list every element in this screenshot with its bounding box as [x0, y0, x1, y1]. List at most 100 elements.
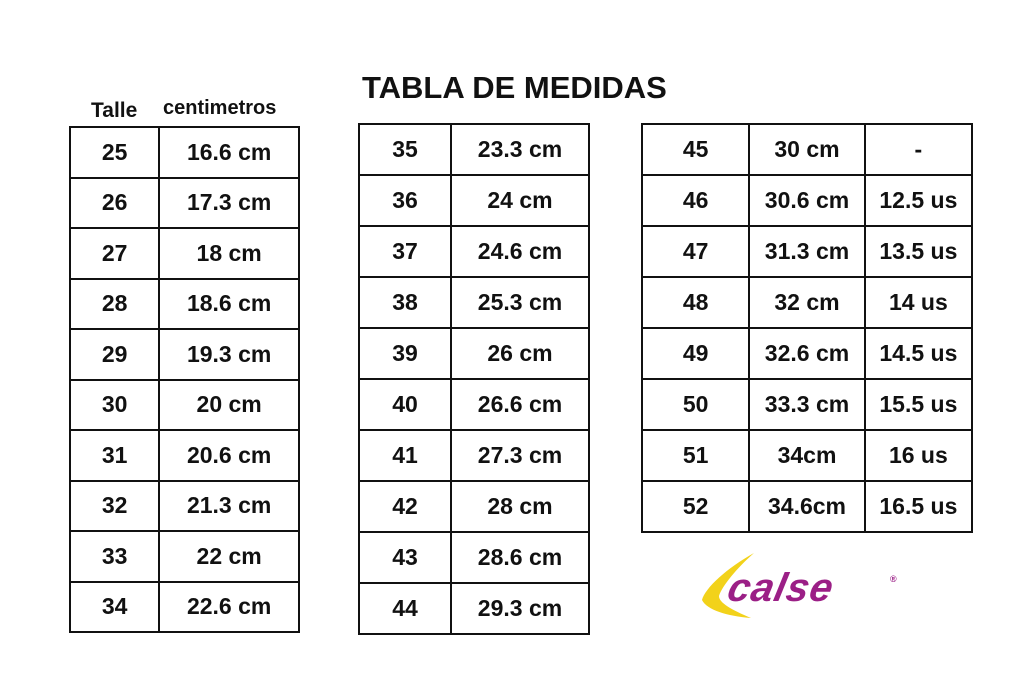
header-centimetros: centimetros: [163, 97, 277, 119]
size-cell: 34: [68, 580, 161, 633]
size-cell: 32: [68, 479, 161, 532]
page-title: TABLA DE MEDIDAS: [362, 70, 667, 105]
us-cell: 16.5 us: [863, 480, 974, 533]
size-cell: 37: [358, 225, 452, 278]
size-cell: 35: [358, 123, 452, 176]
cm-cell: 30.6 cm: [748, 174, 866, 227]
table-row: 42 28 cm: [358, 480, 590, 533]
size-cell: 40: [358, 378, 452, 431]
table-row: 51 34cm 16 us: [640, 429, 974, 482]
cm-cell: 19.3 cm: [158, 328, 300, 381]
table-row: 52 34.6cm 16.5 us: [640, 480, 974, 533]
table-row: 33 22 cm: [68, 530, 300, 583]
cm-cell: 26 cm: [450, 327, 590, 380]
cm-cell: 20.6 cm: [158, 429, 300, 482]
table-row: 28 18.6 cm: [68, 277, 300, 330]
table-row: 39 26 cm: [358, 327, 590, 380]
table-row: 48 32 cm 14 us: [640, 276, 974, 329]
size-cell: 41: [358, 429, 452, 482]
cm-cell: 21.3 cm: [158, 479, 300, 532]
table-row: 41 27.3 cm: [358, 429, 590, 482]
table-row: 40 26.6 cm: [358, 378, 590, 431]
us-cell: 15.5 us: [863, 378, 974, 431]
size-cell: 48: [640, 276, 751, 329]
table-row: 45 30 cm -: [640, 123, 974, 176]
size-cell: 28: [68, 277, 161, 330]
size-cell: 36: [358, 174, 452, 227]
header-talle: Talle: [91, 99, 138, 122]
cm-cell: 22 cm: [158, 530, 300, 583]
cm-cell: 30 cm: [748, 123, 866, 176]
cm-cell: 31.3 cm: [748, 225, 866, 278]
table-row: 34 22.6 cm: [68, 580, 300, 633]
cm-cell: 32.6 cm: [748, 327, 866, 380]
size-cell: 39: [358, 327, 452, 380]
calse-logo: calse ®: [697, 548, 907, 623]
cm-cell: 20 cm: [158, 378, 300, 431]
table-row: 38 25.3 cm: [358, 276, 590, 329]
table-row: 32 21.3 cm: [68, 479, 300, 532]
size-cell: 49: [640, 327, 751, 380]
cm-cell: 24 cm: [450, 174, 590, 227]
cm-cell: 25.3 cm: [450, 276, 590, 329]
size-cell: 29: [68, 328, 161, 381]
size-cell: 47: [640, 225, 751, 278]
table-row: 50 33.3 cm 15.5 us: [640, 378, 974, 431]
table-row: 37 24.6 cm: [358, 225, 590, 278]
cm-cell: 18.6 cm: [158, 277, 300, 330]
us-cell: -: [863, 123, 974, 176]
cm-cell: 17.3 cm: [158, 176, 300, 229]
size-cell: 52: [640, 480, 751, 533]
size-cell: 33: [68, 530, 161, 583]
size-cell: 30: [68, 378, 161, 431]
us-cell: 14 us: [863, 276, 974, 329]
size-table-1: 25 16.6 cm 26 17.3 cm 27 18 cm 28 18.6 cm 29 19.3…: [68, 126, 300, 633]
cm-cell: 22.6 cm: [158, 580, 300, 633]
size-table-2: 35 23.3 cm 36 24 cm 37 24.6 cm 38 25.3 cm 39 26 c…: [358, 123, 590, 635]
size-cell: 45: [640, 123, 751, 176]
table-row: 26 17.3 cm: [68, 176, 300, 229]
cm-cell: 27.3 cm: [450, 429, 590, 482]
us-cell: 12.5 us: [863, 174, 974, 227]
table-row: 27 18 cm: [68, 227, 300, 280]
table-row: 35 23.3 cm: [358, 123, 590, 176]
cm-cell: 33.3 cm: [748, 378, 866, 431]
size-cell: 27: [68, 227, 161, 280]
size-cell: 26: [68, 176, 161, 229]
logo-swoosh: [702, 553, 754, 618]
size-cell: 38: [358, 276, 452, 329]
cm-cell: 16.6 cm: [158, 126, 300, 179]
size-cell: 25: [68, 126, 161, 179]
cm-cell: 34cm: [748, 429, 866, 482]
size-cell: 43: [358, 531, 452, 584]
size-cell: 46: [640, 174, 751, 227]
size-cell: 51: [640, 429, 751, 482]
cm-cell: 29.3 cm: [450, 582, 590, 635]
cm-cell: 28.6 cm: [450, 531, 590, 584]
table-row: 25 16.6 cm: [68, 126, 300, 179]
table-row: 31 20.6 cm: [68, 429, 300, 482]
logo-text: calse: [724, 564, 839, 609]
us-cell: 16 us: [863, 429, 974, 482]
us-cell: 14.5 us: [863, 327, 974, 380]
size-cell: 31: [68, 429, 161, 482]
size-cell: 44: [358, 582, 452, 635]
us-cell: 13.5 us: [863, 225, 974, 278]
cm-cell: 28 cm: [450, 480, 590, 533]
size-table-3: 45 30 cm -46 30.6 cm 12.5 us 47 31.3 cm 13.5 us…: [640, 123, 974, 533]
table-row: 30 20 cm: [68, 378, 300, 431]
cm-cell: 24.6 cm: [450, 225, 590, 278]
cm-cell: 23.3 cm: [450, 123, 590, 176]
cm-cell: 26.6 cm: [450, 378, 590, 431]
table-row: 44 29.3 cm: [358, 582, 590, 635]
table-row: 36 24 cm: [358, 174, 590, 227]
size-cell: 50: [640, 378, 751, 431]
cm-cell: 32 cm: [748, 276, 866, 329]
table-row: 49 32.6 cm 14.5 us: [640, 327, 974, 380]
size-cell: 42: [358, 480, 452, 533]
table-row: 46 30.6 cm 12.5 us: [640, 174, 974, 227]
table-row: 29 19.3 cm: [68, 328, 300, 381]
table-row: 43 28.6 cm: [358, 531, 590, 584]
cm-cell: 34.6cm: [748, 480, 866, 533]
cm-cell: 18 cm: [158, 227, 300, 280]
